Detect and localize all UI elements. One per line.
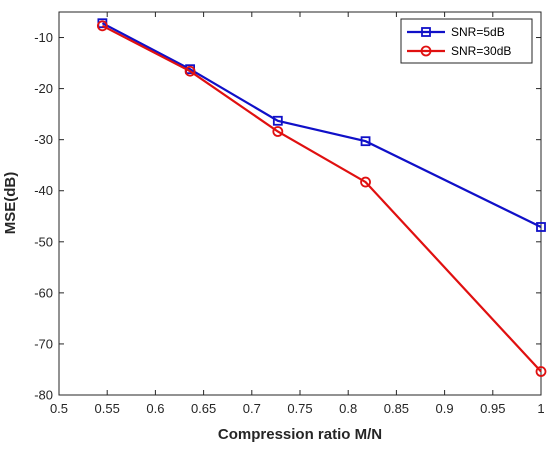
legend-label: SNR=5dB <box>451 25 505 39</box>
x-tick-label: 0.6 <box>146 401 164 416</box>
legend-label: SNR=30dB <box>451 44 511 58</box>
data-point <box>536 222 546 232</box>
series-line <box>101 22 542 228</box>
series-line <box>101 24 542 373</box>
data-point <box>272 115 283 126</box>
y-tick-label: -60 <box>34 285 53 300</box>
y-tick-label: -20 <box>34 81 53 96</box>
x-tick-label: 0.55 <box>95 401 120 416</box>
series-layer <box>96 18 547 377</box>
y-tick-label: -70 <box>34 336 53 351</box>
data-point <box>96 20 108 32</box>
legend: SNR=5dB SNR=30dB <box>400 18 533 64</box>
legend-entry: SNR=5dB <box>407 25 505 39</box>
y-tick-label: -80 <box>34 388 53 403</box>
data-point <box>272 126 284 137</box>
data-point <box>360 136 371 147</box>
x-axis-title: Compression ratio M/N <box>218 426 382 443</box>
legend-marker <box>420 45 432 57</box>
x-tick-label: 0.5 <box>50 401 68 416</box>
x-tick-label: 0.85 <box>384 401 409 416</box>
y-tick-label: -40 <box>34 183 53 198</box>
x-tick-label: 0.8 <box>339 401 357 416</box>
legend-box <box>400 18 533 64</box>
y-tick-label: -10 <box>34 30 53 45</box>
data-point <box>360 176 371 188</box>
data-point <box>184 65 196 77</box>
x-tick-label: 0.75 <box>287 401 312 416</box>
plot-area <box>58 11 542 396</box>
axis-ticks: 0.5 0.55 0.6 0.65 0.7 0.75 0.8 0.85 0.9 0.95 1 -10 -… <box>34 12 545 416</box>
data-point <box>535 366 547 377</box>
y-axis-title: MSE(dB) <box>2 172 19 235</box>
x-tick-label: 0.65 <box>191 401 216 416</box>
legend-marker <box>421 27 431 37</box>
series-2 <box>96 20 547 377</box>
x-tick-label: 0.9 <box>436 401 454 416</box>
x-tick-label: 0.95 <box>480 401 505 416</box>
x-tick-label: 0.7 <box>243 401 261 416</box>
legend-entry: SNR=30dB <box>407 44 511 58</box>
y-tick-label: -30 <box>34 132 53 147</box>
x-tick-label: 1 <box>537 401 544 416</box>
y-tick-label: -50 <box>34 234 53 249</box>
